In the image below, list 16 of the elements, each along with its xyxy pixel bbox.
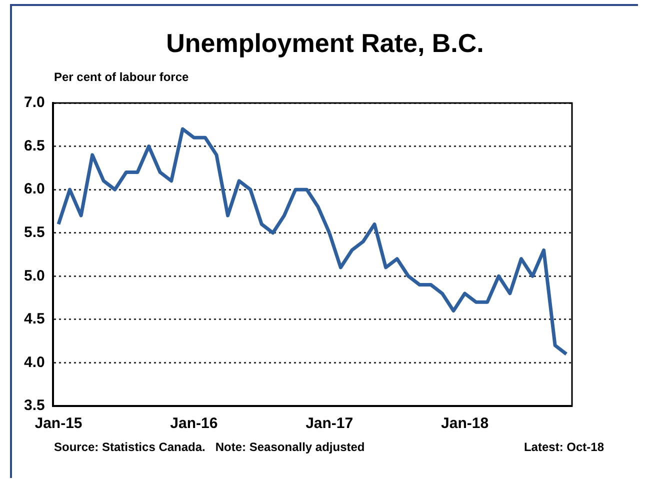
y-tick-label: 4.0 xyxy=(24,354,45,371)
source-note: Source: Statistics Canada. Note: Seasonally adjusted xyxy=(54,440,365,454)
x-tick-label: Jan-18 xyxy=(441,415,489,432)
x-tick-label: Jan-15 xyxy=(34,415,82,432)
x-tick-label: Jan-17 xyxy=(306,415,354,432)
y-tick-label: 4.5 xyxy=(24,310,45,328)
chart-title: Unemployment Rate, B.C. xyxy=(165,28,485,59)
y-tick-label: 7.0 xyxy=(24,94,45,112)
x-tick-label: Jan-16 xyxy=(170,415,218,432)
y-tick-label: 3.5 xyxy=(24,397,45,414)
y-axis-title: Per cent of labour force xyxy=(54,70,189,84)
y-tick-label: 6.5 xyxy=(24,137,45,154)
y-tick-label: 6.0 xyxy=(24,180,45,198)
y-tick-label: 5.5 xyxy=(24,224,45,241)
y-tick-label: 5.0 xyxy=(24,267,45,284)
text: Latest: Oct-18 xyxy=(524,440,604,454)
